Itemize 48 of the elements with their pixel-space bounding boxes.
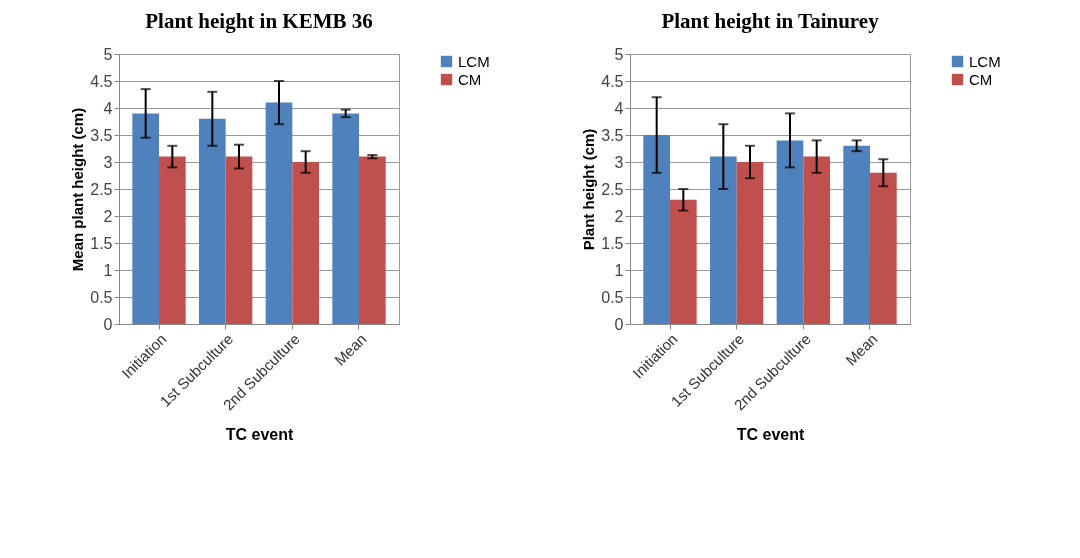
legend-label: CM bbox=[969, 70, 993, 88]
bar bbox=[292, 162, 319, 324]
bar bbox=[736, 162, 764, 324]
y-tick-label: 4 bbox=[103, 99, 113, 117]
chart-title: Plant height in Tainurey bbox=[661, 9, 880, 33]
bar bbox=[643, 135, 670, 324]
bar bbox=[199, 118, 226, 324]
y-tick-label: 0.5 bbox=[90, 288, 113, 306]
x-axis-title: TC event bbox=[736, 426, 805, 444]
bar bbox=[359, 156, 386, 324]
bar bbox=[843, 145, 870, 324]
y-tick-label: 2.5 bbox=[601, 180, 624, 198]
bar bbox=[710, 156, 737, 324]
legend-label: LCM bbox=[458, 52, 490, 70]
bar bbox=[265, 102, 293, 324]
y-tick-label: 2 bbox=[103, 207, 113, 225]
y-tick-label: 0 bbox=[614, 315, 624, 333]
y-tick-label: 3 bbox=[614, 153, 624, 171]
y-tick-label: 2 bbox=[614, 207, 624, 225]
y-tick-label: 4 bbox=[614, 99, 624, 117]
y-tick-label: 1 bbox=[103, 261, 113, 279]
bar bbox=[670, 199, 697, 324]
bar bbox=[332, 113, 359, 324]
y-tick-label: 1.5 bbox=[90, 234, 113, 252]
chart-title: Plant height in KEMB 36 bbox=[145, 9, 373, 33]
bar bbox=[776, 140, 804, 324]
y-axis-title: Plant height (cm) bbox=[580, 128, 598, 251]
legend-label: LCM bbox=[969, 52, 1001, 70]
legend-label: CM bbox=[458, 70, 482, 88]
y-tick-label: 0 bbox=[103, 315, 113, 333]
y-tick-label: 4.5 bbox=[90, 72, 113, 90]
y-axis-title: Mean plant height (cm) bbox=[69, 107, 87, 272]
bar bbox=[159, 156, 186, 324]
y-tick-label: 3.5 bbox=[90, 126, 113, 144]
y-tick-label: 5 bbox=[103, 45, 113, 63]
x-axis-title: TC event bbox=[225, 426, 294, 444]
y-tick-label: 5 bbox=[614, 45, 624, 63]
y-tick-label: 2.5 bbox=[90, 180, 113, 198]
y-tick-label: 1 bbox=[614, 261, 624, 279]
y-tick-label: 3 bbox=[103, 153, 113, 171]
y-tick-label: 1.5 bbox=[601, 234, 624, 252]
y-tick-label: 3.5 bbox=[601, 126, 624, 144]
y-tick-label: 4.5 bbox=[601, 72, 624, 90]
bar bbox=[870, 172, 897, 324]
y-tick-label: 0.5 bbox=[601, 288, 624, 306]
bar bbox=[803, 156, 830, 324]
bar bbox=[225, 156, 253, 324]
bar bbox=[132, 113, 159, 324]
